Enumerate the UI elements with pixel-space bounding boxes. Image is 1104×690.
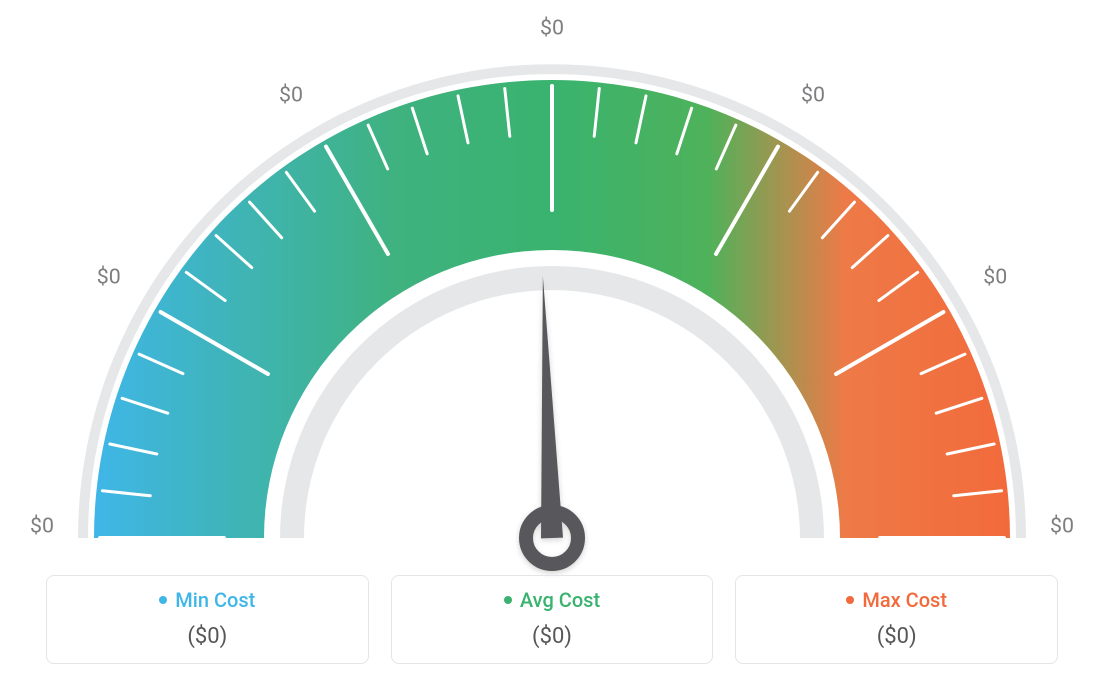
legend-dot-min xyxy=(159,596,167,604)
gauge-tick-label: $0 xyxy=(983,265,1007,290)
gauge-chart: $0 $0 $0 $0 $0 $0 $0 xyxy=(0,0,1104,560)
legend-label-max: Max Cost xyxy=(862,588,947,612)
cost-gauge-infographic: $0 $0 $0 $0 $0 $0 $0 Min Cost ($0) Avg Cost ($… xyxy=(0,0,1104,690)
legend-dot-max xyxy=(846,596,854,604)
legend-value-min: ($0) xyxy=(57,624,358,649)
gauge-tick-label: $0 xyxy=(540,16,564,41)
legend-card-max: Max Cost ($0) xyxy=(735,575,1058,664)
legend-row: Min Cost ($0) Avg Cost ($0) Max Cost ($0… xyxy=(46,575,1058,664)
gauge-tick-label: $0 xyxy=(1050,514,1074,539)
gauge-tick-label: $0 xyxy=(279,82,303,107)
gauge-tick-label: $0 xyxy=(97,265,121,290)
legend-dot-avg xyxy=(504,596,512,604)
legend-label-min: Min Cost xyxy=(175,588,255,612)
legend-label-avg: Avg Cost xyxy=(520,588,600,612)
gauge-tick-label: $0 xyxy=(801,82,825,107)
gauge-tick-label: $0 xyxy=(30,514,54,539)
legend-value-avg: ($0) xyxy=(402,624,703,649)
legend-value-max: ($0) xyxy=(746,624,1047,649)
gauge-svg xyxy=(0,18,1104,578)
legend-card-avg: Avg Cost ($0) xyxy=(391,575,714,664)
legend-card-min: Min Cost ($0) xyxy=(46,575,369,664)
